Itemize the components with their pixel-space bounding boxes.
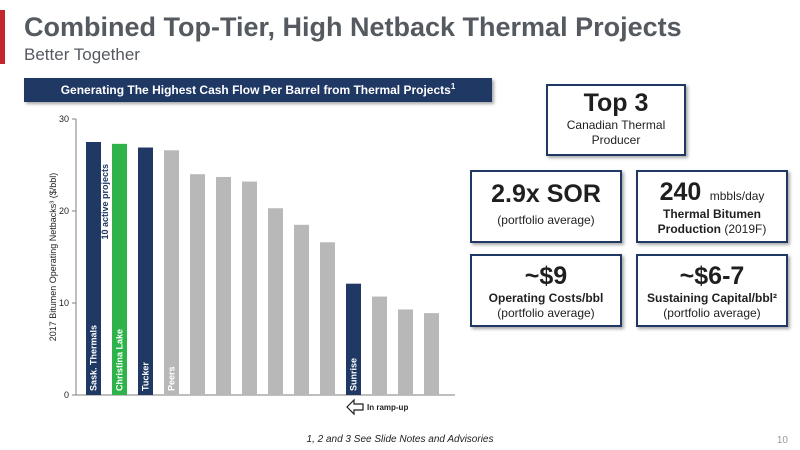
bar <box>372 296 387 395</box>
bar <box>164 150 179 395</box>
ramp-up-arrow-icon <box>346 398 364 416</box>
production-value: 240 <box>659 178 702 206</box>
y-axis-title: 2017 Bitumen Operating Netbacks³ ($/bbl) <box>48 173 58 342</box>
sor-sub: (portfolio average) <box>497 213 595 227</box>
top3-value: Top 3 <box>583 89 649 117</box>
bar-label: Peers <box>167 366 177 391</box>
bar <box>216 176 231 395</box>
bar-label: Christina Lake <box>115 329 125 391</box>
sustaining-value: ~$6-7 <box>679 262 745 290</box>
production-unit: mbbls/day <box>709 189 765 203</box>
bar <box>112 143 127 395</box>
top3-line2: Producer <box>591 133 641 147</box>
opex-line1: Operating Costs/bbl <box>488 291 604 305</box>
top3-box: Top 3 Canadian Thermal Producer <box>546 84 686 156</box>
production-line2-bold: Production <box>657 222 721 236</box>
page-subtitle: Better Together <box>24 45 140 64</box>
y-tick-label: 20 <box>59 206 69 216</box>
bar <box>398 309 413 395</box>
chart-header: Generating The Highest Cash Flow Per Bar… <box>24 78 492 102</box>
bar-label: Sask. Thermals <box>89 325 99 391</box>
sustaining-box: ~$6-7 Sustaining Capital/bbl² (portfolio… <box>636 254 788 327</box>
y-tick-label: 0 <box>64 390 69 400</box>
top3-line1: Canadian Thermal <box>566 118 666 132</box>
production-line2-rest: (2019F) <box>720 222 767 236</box>
bar <box>268 208 283 395</box>
page-title: Combined Top-Tier, High Netback Thermal … <box>24 12 682 42</box>
bar <box>138 147 153 395</box>
bar <box>86 142 101 395</box>
bar <box>320 242 335 395</box>
page-number: 10 <box>776 435 788 446</box>
production-line1: Thermal Bitumen <box>662 207 761 221</box>
opex-value: ~$9 <box>524 262 568 290</box>
sustaining-line1: Sustaining Capital/bbl² <box>646 291 777 305</box>
ramp-up-label: In ramp-up <box>367 403 408 412</box>
chart-header-text: Generating The Highest Cash Flow Per Bar… <box>60 83 451 97</box>
y-tick-label: 10 <box>59 298 69 308</box>
opex-box: ~$9 Operating Costs/bbl (portfolio avera… <box>470 254 622 327</box>
bar-label: Sunrise <box>349 358 359 391</box>
bar <box>346 283 361 395</box>
chart-header-footnote: 1 <box>450 81 456 91</box>
y-tick-label: 30 <box>59 114 69 124</box>
production-box: 240 mbbls/day Thermal Bitumen Production… <box>636 170 788 243</box>
title-accent-bar <box>0 10 5 64</box>
opex-line2: (portfolio average) <box>497 306 595 320</box>
bar-label: Tucker <box>141 362 151 391</box>
sustaining-line2: (portfolio average) <box>663 306 761 320</box>
bar <box>424 313 439 395</box>
bar <box>242 181 257 395</box>
bar <box>294 224 309 395</box>
bar <box>190 174 205 395</box>
sor-value: 2.9x SOR <box>491 180 601 208</box>
sor-box: 2.9x SOR (portfolio average) <box>470 170 622 243</box>
footer-note: 1, 2 and 3 See Slide Notes and Advisorie… <box>306 434 494 445</box>
active-projects-label: 10 active projects <box>100 164 110 240</box>
